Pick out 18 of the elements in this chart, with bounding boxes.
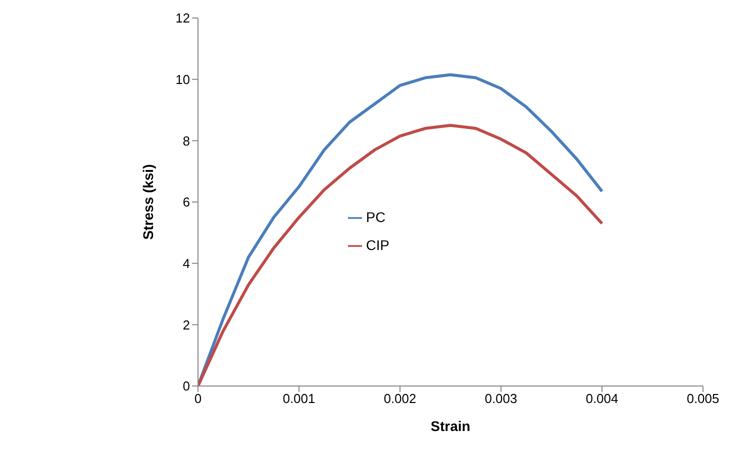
y-tick-label: 2 [182,317,190,332]
x-axis-title: Strain [430,418,470,434]
y-tick-label: 12 [176,10,190,26]
line-series [198,124,604,386]
y-axis-title: Stress (ksi) [140,164,156,240]
x-tick-label: 0.003 [484,391,518,406]
x-tick-label: 0 [194,391,202,406]
y-tick-label: 10 [176,72,190,87]
x-tick-label: 0.002 [384,391,416,406]
legend-label: CIP [366,237,390,253]
y-tick-label: 4 [182,256,190,271]
x-tick-label: 0.004 [586,391,618,406]
y-tick-label: 0 [182,378,190,394]
x-tick-label: 0.001 [282,391,316,406]
y-tick-label: 6 [182,194,190,210]
x-tick-label: 0.005 [686,391,720,406]
y-tick-label: 8 [182,133,190,148]
legend-label: PC [366,209,386,225]
